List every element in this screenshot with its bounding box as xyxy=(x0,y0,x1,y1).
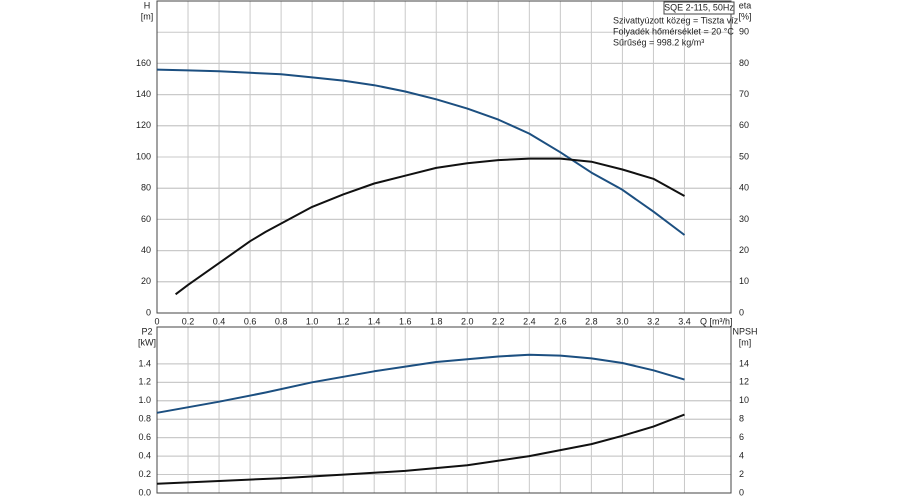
y2-tick-label: 80 xyxy=(739,58,749,68)
x-tick-label: 2.8 xyxy=(585,316,598,326)
curve xyxy=(156,68,686,236)
y-tick-label: 100 xyxy=(136,151,151,161)
x-tick-label: 1.2 xyxy=(337,316,350,326)
x-tick-label: 0.2 xyxy=(182,316,195,326)
y-tick-label: 0.2 xyxy=(138,469,151,479)
y-tick-label: 0.6 xyxy=(138,432,151,442)
y-tick-label: 1.2 xyxy=(138,377,151,387)
y-axis-unit: [kW] xyxy=(138,337,156,347)
y2-tick-label: 8 xyxy=(739,414,744,424)
y2-tick-label: 2 xyxy=(739,469,744,479)
chart-title: SQE 2-115, 50Hz xyxy=(664,2,734,12)
y-tick-label: 0.8 xyxy=(138,414,151,424)
y2-tick-label: 90 xyxy=(739,27,749,37)
y-tick-label: 1.4 xyxy=(138,358,151,368)
y2-tick-label: 12 xyxy=(739,377,749,387)
y2-axis-unit: [%] xyxy=(738,11,751,21)
y2-tick-label: 70 xyxy=(739,89,749,99)
y2-axis-label: NPSH xyxy=(732,326,757,336)
note: Szivattyúzott közeg = Tiszta víz xyxy=(613,15,739,25)
x-tick-label: 3.2 xyxy=(647,316,660,326)
note: Folyadék hőmérséklet = 20 °C xyxy=(613,26,734,36)
y-tick-label: 140 xyxy=(136,89,151,99)
note: Sűrűség = 998.2 kg/m³ xyxy=(613,37,704,47)
x-tick-label: 2.2 xyxy=(492,316,505,326)
y-tick-label: 0 xyxy=(146,307,151,317)
x-tick-label: 1.6 xyxy=(399,316,412,326)
x-tick-label: 1.0 xyxy=(306,316,319,326)
x-tick-label: 3.4 xyxy=(678,316,691,326)
x-tick-label: 0.6 xyxy=(244,316,257,326)
y-tick-label: 80 xyxy=(141,183,151,193)
y2-tick-label: 60 xyxy=(739,120,749,130)
y2-tick-label: 10 xyxy=(739,276,749,286)
y-tick-label: 60 xyxy=(141,214,151,224)
curve xyxy=(156,413,685,485)
x-tick-label: 1.8 xyxy=(430,316,443,326)
plot-frame xyxy=(156,326,732,494)
x-tick-label: 1.4 xyxy=(368,316,381,326)
x-tick-label: 0 xyxy=(154,316,159,326)
x-tick-label: 2.0 xyxy=(461,316,474,326)
y2-tick-label: 40 xyxy=(739,183,749,193)
y2-tick-label: 10 xyxy=(739,395,749,405)
y-axis-label: H xyxy=(144,0,151,10)
x-tick-label: 2.4 xyxy=(523,316,536,326)
title-box xyxy=(663,1,735,15)
y2-tick-label: 4 xyxy=(739,450,744,460)
y-tick-label: 0.4 xyxy=(138,450,151,460)
y2-tick-label: 30 xyxy=(739,214,749,224)
x-tick-label: 0.8 xyxy=(275,316,288,326)
plot-frame xyxy=(156,0,732,314)
curve xyxy=(156,353,685,414)
y-tick-label: 0.0 xyxy=(138,487,151,497)
y-tick-label: 1.0 xyxy=(138,395,151,405)
x-axis-label: Q [m³/h] xyxy=(700,316,733,326)
y2-tick-label: 14 xyxy=(739,358,749,368)
y2-tick-label: 20 xyxy=(739,245,749,255)
y2-axis-unit: [m] xyxy=(739,337,752,347)
y2-tick-label: 0 xyxy=(739,307,744,317)
x-tick-label: 0.4 xyxy=(213,316,226,326)
y-tick-label: 160 xyxy=(136,58,151,68)
y2-tick-label: 50 xyxy=(739,151,749,161)
y-axis-unit: [m] xyxy=(141,11,154,21)
y-tick-label: 120 xyxy=(136,120,151,130)
y-tick-label: 20 xyxy=(141,276,151,286)
y-axis-label: P2 xyxy=(141,326,152,336)
x-tick-label: 3.0 xyxy=(616,316,629,326)
y-tick-label: 40 xyxy=(141,245,151,255)
y2-axis-label: eta xyxy=(739,0,752,10)
x-tick-label: 2.6 xyxy=(554,316,567,326)
y2-tick-label: 6 xyxy=(739,432,744,442)
y2-tick-label: 0 xyxy=(739,487,744,497)
curve xyxy=(174,157,685,296)
